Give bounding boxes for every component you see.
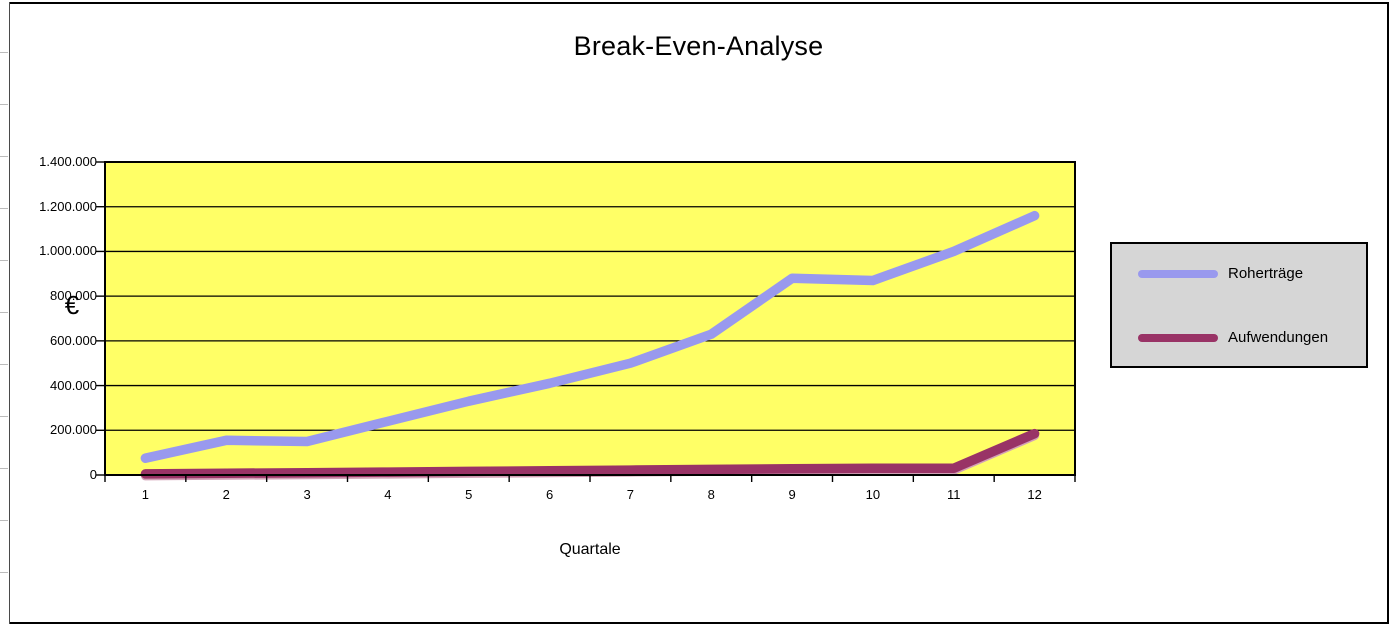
chart-frame-left-border (9, 2, 10, 624)
spreadsheet-row-gridline (0, 156, 8, 157)
x-axis-label: 3 (303, 487, 311, 502)
plot-area (96, 161, 1076, 482)
legend-swatch-aufwendungen-line (1138, 334, 1218, 342)
x-axis-label: 7 (626, 487, 635, 502)
spreadsheet-row-gridline (0, 520, 8, 521)
y-axis-label: 200.000 (50, 422, 97, 438)
legend-label-aufwendungen: Aufwendungen (1228, 329, 1329, 346)
legend-box: Roherträge Aufwendungen (1110, 242, 1368, 368)
spreadsheet-row-gridline (0, 416, 8, 417)
x-axis-title: Quartale (559, 541, 621, 558)
chart-title: Break-Even-Analyse (573, 31, 824, 61)
y-axis-label: 800.000 (50, 288, 97, 304)
x-axis-label: 2 (222, 487, 230, 502)
legend-item-aufwendungen: Aufwendungen (1138, 329, 1328, 347)
spreadsheet-row-gridline (0, 364, 8, 365)
y-axis-label: 1.000.000 (39, 243, 97, 259)
x-axis-label: 9 (788, 487, 796, 502)
spreadsheet-row-gridline (0, 208, 8, 209)
spreadsheet-row-gridline (0, 468, 8, 469)
x-axis-label: 10 (865, 487, 881, 502)
y-axis-title: € (64, 290, 80, 320)
series-line-roherträge (140, 210, 1040, 463)
x-axis-label: 4 (384, 487, 392, 502)
spreadsheet-row-gridline (0, 312, 8, 313)
spreadsheet-row-gridline (0, 260, 8, 261)
legend-label-rohertraege: Roherträge (1228, 265, 1304, 282)
legend-swatch-rohertraege-line (1138, 270, 1218, 278)
chart-frame-right-border (1387, 2, 1389, 624)
legend-item-rohertraege: Roherträge (1138, 265, 1303, 283)
chart-frame-top-border (9, 2, 1389, 4)
chart-frame-bottom-border (9, 622, 1389, 624)
series-line-aufwendungen (140, 428, 1040, 479)
x-axis-label: 5 (465, 487, 473, 502)
spreadsheet-row-gridline (0, 572, 8, 573)
x-axis-label: 8 (707, 487, 715, 502)
x-axis-label: 6 (545, 487, 554, 502)
x-axis-label: 11 (947, 487, 961, 502)
y-axis-label: 1.200.000 (39, 198, 97, 214)
y-axis-label: 1.400.000 (39, 154, 97, 169)
spreadsheet-row-gridline (0, 104, 8, 105)
y-axis-label: 600.000 (50, 332, 97, 348)
y-axis-label: 0 (89, 467, 97, 482)
spreadsheet-row-gridline (0, 52, 8, 53)
y-axis-label: 400.000 (50, 377, 97, 393)
x-axis-label: 12 (1027, 487, 1042, 502)
x-axis-label: 1 (141, 487, 150, 502)
plot-background (105, 162, 1075, 475)
